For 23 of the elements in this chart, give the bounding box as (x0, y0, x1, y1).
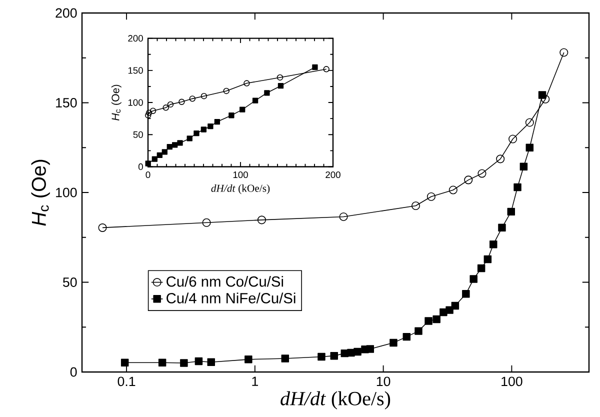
x-axis-title: dH/dt (kOe/s) (280, 391, 390, 410)
y-axis-title: H$_{c}$ (Oe) (31, 160, 50, 226)
x-tick-label: 200 (326, 171, 340, 178)
x-tick-label: 0 (146, 171, 150, 178)
y-tick-label: 50 (133, 131, 143, 138)
x-axis-title: dH/dt (kOe/s) (211, 184, 270, 194)
y-tick-label: 200 (128, 35, 143, 42)
legend-label: Cu/4 nm NiFe/Cu/Si (166, 292, 296, 304)
x-tick-label: 10 (376, 376, 390, 386)
x-tick-label: 0.1 (118, 376, 136, 386)
y-tick-label: 50 (63, 278, 77, 287)
y-tick-label: 0 (70, 367, 77, 377)
x-tick-label: 1 (252, 376, 258, 386)
y-tick-label: 100 (128, 99, 143, 106)
y-tick-label: 0 (138, 163, 143, 170)
y-tick-label: 100 (56, 188, 77, 198)
y-tick-label: 200 (56, 8, 77, 18)
y-axis-title: H$_{c}$ (Oe) (111, 84, 122, 121)
x-tick-label: 100 (233, 171, 248, 178)
x-tick-label: 100 (502, 376, 522, 386)
y-tick-label: 150 (128, 67, 143, 74)
y-tick-label: 150 (56, 98, 77, 108)
legend-label: Cu/6 nm Co/Cu/Si (166, 276, 284, 287)
